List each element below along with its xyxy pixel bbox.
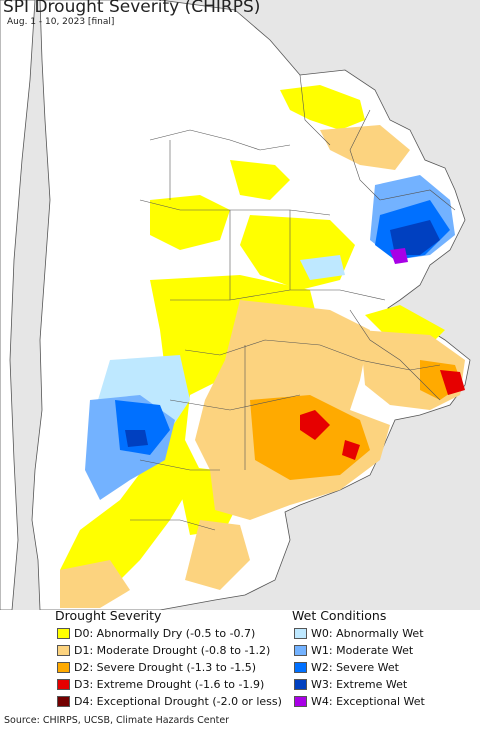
legend: Drought Severity Wet Conditions D0: Abno…	[0, 608, 480, 708]
map-title: SPI Drought Severity (CHIRPS)	[3, 0, 261, 17]
legend-swatch-d3	[57, 679, 70, 690]
legend-swatch-d2	[57, 662, 70, 673]
admin-borders	[130, 74, 456, 531]
w3-regions	[125, 220, 440, 447]
drought-map	[0, 0, 480, 610]
legend-item-w1: W1: Moderate Wet	[294, 643, 413, 658]
w4-regions	[390, 248, 408, 264]
map-subtitle: Aug. 1 - 10, 2023 [final]	[7, 17, 115, 27]
legend-item-w3: W3: Extreme Wet	[294, 677, 407, 692]
drought-legend-title: Drought Severity	[55, 608, 162, 623]
legend-label-d2: D2: Severe Drought (-1.3 to -1.5)	[74, 661, 257, 674]
legend-swatch-d0	[57, 628, 70, 639]
legend-swatch-d4	[57, 696, 70, 707]
legend-item-w2: W2: Severe Wet	[294, 660, 399, 675]
legend-label-d0: D0: Abnormally Dry (-0.5 to -0.7)	[74, 627, 256, 640]
legend-label-w0: W0: Abnormally Wet	[311, 627, 424, 640]
source-credit: Source: CHIRPS, UCSB, Climate Hazards Ce…	[4, 715, 230, 726]
legend-item-w4: W4: Exceptional Wet	[294, 694, 425, 709]
legend-swatch-w2	[294, 662, 307, 673]
legend-swatch-d1	[57, 645, 70, 656]
legend-label-w4: W4: Exceptional Wet	[311, 695, 425, 708]
legend-item-d0: D0: Abnormally Dry (-0.5 to -0.7)	[57, 626, 255, 641]
wet-legend-title: Wet Conditions	[292, 608, 387, 623]
legend-label-d1: D1: Moderate Drought (-0.8 to -1.2)	[74, 644, 271, 657]
legend-swatch-w4	[294, 696, 307, 707]
legend-label-w1: W1: Moderate Wet	[311, 644, 414, 657]
legend-item-d2: D2: Severe Drought (-1.3 to -1.5)	[57, 660, 256, 675]
legend-swatch-w0	[294, 628, 307, 639]
legend-swatch-w1	[294, 645, 307, 656]
legend-label-w2: W2: Severe Wet	[311, 661, 399, 674]
legend-item-d3: D3: Extreme Drought (-1.6 to -1.9)	[57, 677, 264, 692]
legend-label-d4: D4: Exceptional Drought (-2.0 or less)	[74, 695, 282, 708]
legend-item-d1: D1: Moderate Drought (-0.8 to -1.2)	[57, 643, 270, 658]
legend-label-d3: D3: Extreme Drought (-1.6 to -1.9)	[74, 678, 265, 691]
d3-regions	[300, 370, 465, 460]
legend-item-w0: W0: Abnormally Wet	[294, 626, 424, 641]
legend-swatch-w3	[294, 679, 307, 690]
legend-label-w3: W3: Extreme Wet	[311, 678, 408, 691]
legend-item-d4: D4: Exceptional Drought (-2.0 or less)	[57, 694, 282, 709]
coastline	[0, 0, 36, 610]
